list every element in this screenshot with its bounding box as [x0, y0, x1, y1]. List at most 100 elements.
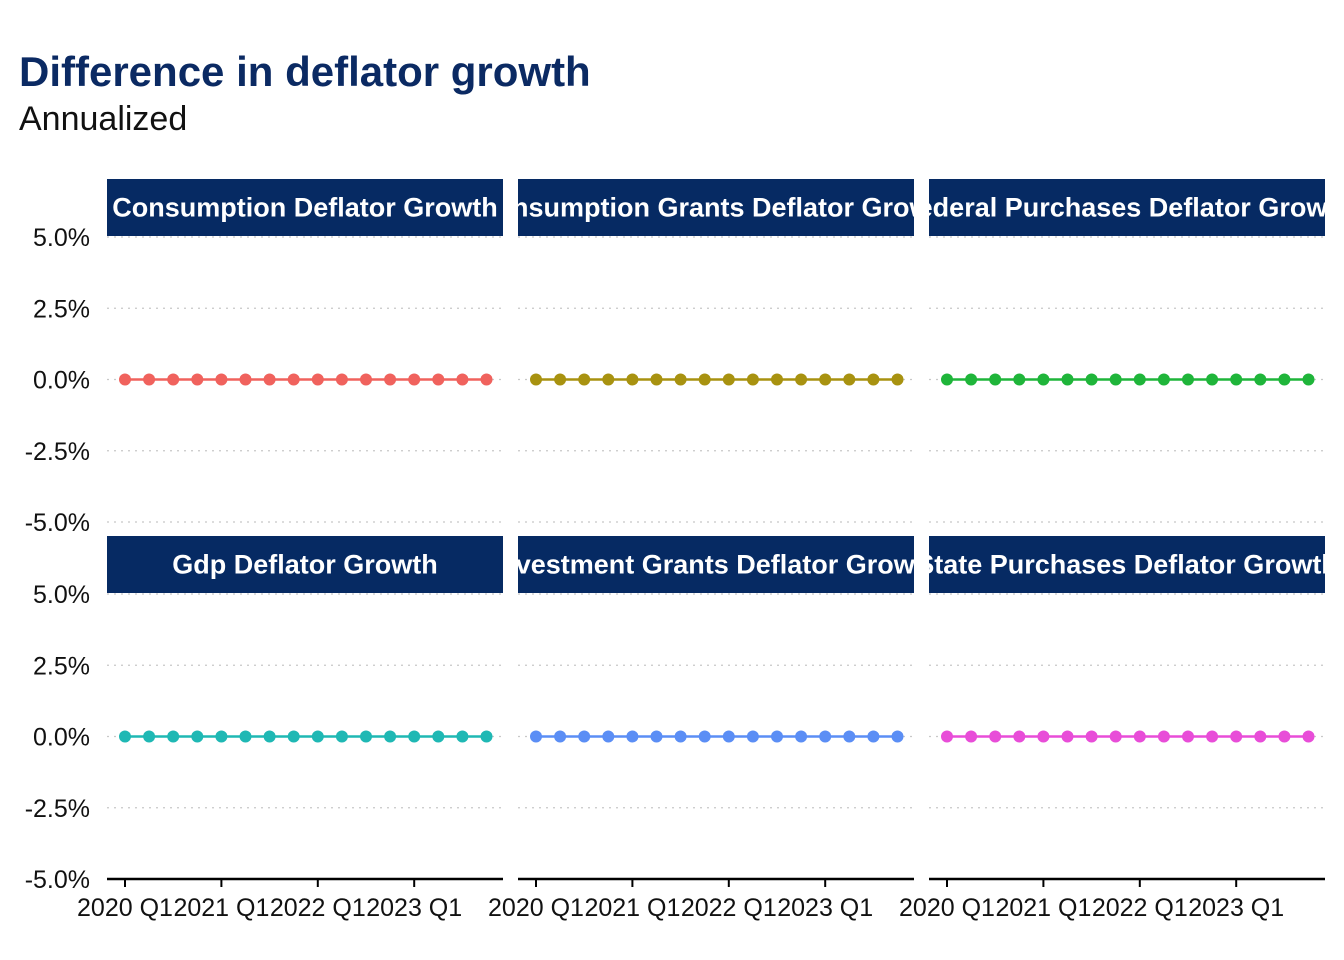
data-point [771, 373, 783, 386]
y-tick-label: -2.5% [25, 438, 90, 466]
facet-panel-gdp-deflator-growth: Gdp Deflator Growth 2020 Q1 2021 Q1 2022 Q1… [77, 536, 503, 922]
y-tick-label: 0.0% [33, 724, 90, 752]
data-point [1109, 730, 1122, 743]
data-point [674, 730, 687, 743]
data-point [1230, 730, 1243, 743]
facet-strip [518, 536, 914, 593]
data-point [191, 373, 204, 386]
data-point [1230, 373, 1243, 386]
data-point [1013, 730, 1026, 743]
data-point [456, 730, 469, 743]
data-point [1302, 373, 1315, 386]
chart-subtitle: Annualized [19, 100, 188, 138]
data-point [287, 373, 300, 386]
data-point [843, 730, 856, 743]
data-point [239, 373, 252, 386]
data-point [1061, 730, 1074, 743]
data-point [698, 373, 711, 386]
data-point [941, 730, 953, 743]
data-point [867, 730, 880, 743]
data-point [650, 730, 663, 743]
data-point [191, 730, 204, 743]
data-point [941, 373, 953, 386]
y-tick-label: 0.0% [33, 367, 90, 395]
x-tick-label: 2021 Q1 [173, 894, 269, 922]
data-point [167, 730, 180, 743]
data-point [626, 373, 639, 386]
data-point [143, 730, 156, 743]
data-point [891, 730, 904, 743]
data-point [602, 373, 615, 386]
data-point [119, 730, 131, 743]
facet-strip-label: Consumption Deflator Growth [112, 193, 497, 223]
data-point [867, 373, 880, 386]
data-point [215, 373, 228, 386]
data-point [530, 373, 542, 386]
facet-panel-consumption-deflator-growth: Consumption Deflator Growth [107, 179, 503, 523]
facet-panel-federal-purchases-deflator-growth: Federal Purchases Deflator Growth [929, 179, 1325, 523]
facet-strip [929, 179, 1325, 236]
x-tick-label: 2021 Q1 [584, 894, 680, 922]
y-tick-label: -2.5% [25, 795, 90, 823]
data-point [335, 373, 348, 386]
data-point [578, 730, 591, 743]
data-point [722, 730, 735, 743]
x-tick-label: 2022 Q1 [270, 894, 366, 922]
x-tick-label: 2020 Q1 [488, 894, 584, 922]
data-point [408, 730, 421, 743]
data-point [143, 373, 156, 386]
data-point [408, 373, 421, 386]
data-point [1109, 373, 1122, 386]
data-point [432, 373, 445, 386]
data-point [1037, 730, 1050, 743]
chart-title: Difference in deflator growth [19, 48, 591, 95]
x-tick-label: 2022 Q1 [1092, 894, 1188, 922]
data-point [843, 373, 856, 386]
data-point [1157, 373, 1170, 386]
data-point [771, 730, 783, 743]
data-point [1254, 373, 1267, 386]
data-point [989, 373, 1002, 386]
data-point [795, 373, 808, 386]
facet-strip-label: State Purchases Deflator Growth [916, 550, 1338, 580]
y-tick-label: -5.0% [25, 866, 90, 894]
data-point [1157, 730, 1170, 743]
data-point [650, 373, 663, 386]
x-tick-label: 2023 Q1 [1188, 894, 1284, 922]
data-point [1302, 730, 1315, 743]
data-point [384, 730, 397, 743]
facet-panel-investment-grants-deflator-growth: Investment Grants Deflator Growth 2020 Q1… [488, 536, 941, 922]
data-point [989, 730, 1002, 743]
data-point [891, 373, 904, 386]
data-point [554, 373, 567, 386]
data-point [335, 730, 348, 743]
data-point [1037, 373, 1050, 386]
data-point [746, 730, 759, 743]
data-point [626, 730, 639, 743]
data-point [1133, 730, 1146, 743]
data-point [819, 373, 832, 386]
data-point [360, 373, 372, 386]
facet-strip [929, 536, 1325, 593]
x-tick-label: 2020 Q1 [77, 894, 173, 922]
data-point [263, 373, 276, 386]
data-point [1182, 730, 1194, 743]
facet-strip [518, 179, 914, 236]
data-point [456, 373, 469, 386]
data-point [432, 730, 445, 743]
data-point [698, 730, 711, 743]
data-point [530, 730, 542, 743]
data-point [1061, 373, 1074, 386]
data-point [384, 373, 397, 386]
facet-strip [107, 536, 503, 593]
facet-strip-label: Investment Grants Deflator Growth [492, 550, 941, 580]
data-point [554, 730, 567, 743]
data-point [239, 730, 252, 743]
data-point [119, 373, 131, 386]
data-point [1013, 373, 1026, 386]
facet-strip-label: Consumption Grants Deflator Growth [476, 193, 956, 223]
data-point [1085, 730, 1098, 743]
data-point [602, 730, 615, 743]
